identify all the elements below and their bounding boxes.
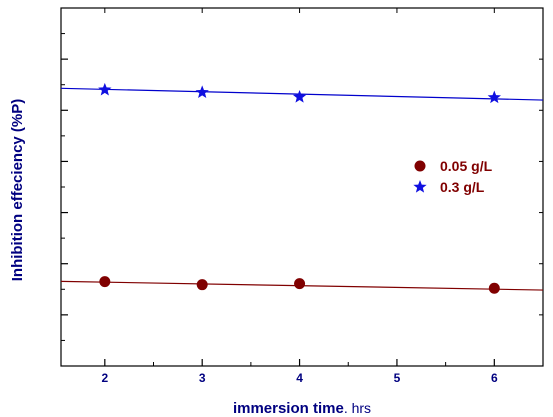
legend-label-0: 0.05 g/L (440, 158, 493, 174)
legend-marker-0 (414, 160, 426, 172)
point-s0-3 (488, 282, 500, 294)
point-s0-2 (294, 278, 306, 290)
legend-label-1: 0.3 g/L (440, 179, 485, 195)
x-tick-label-4: 6 (491, 371, 498, 385)
markers (98, 82, 501, 294)
x-tick-label-2: 4 (296, 371, 303, 385)
x-tick-label-0: 2 (101, 371, 108, 385)
point-s0-0 (99, 276, 111, 288)
y-ticks (61, 33, 543, 341)
point-s1-0 (98, 82, 112, 96)
point-s1-2 (292, 89, 307, 103)
legend-marker-1 (413, 180, 427, 193)
point-s1-3 (487, 90, 501, 104)
x-axis-title-main: immersion time (233, 400, 344, 417)
x-tick-label-1: 3 (199, 371, 206, 385)
x-axis-title-unit: . hrs (344, 400, 371, 416)
y-axis-title: Inhibition effeciency (%P) (9, 99, 26, 282)
point-s0-1 (196, 279, 208, 291)
x-tick-label-3: 5 (394, 371, 401, 385)
point-s1-1 (195, 85, 209, 99)
fit-line-1 (60, 87, 544, 101)
x-ticks: 2 3 4 5 6 (101, 8, 498, 385)
legend: 0.05 g/L 0.3 g/L (413, 158, 493, 195)
x-axis-title: immersion time. hrs (233, 400, 371, 417)
